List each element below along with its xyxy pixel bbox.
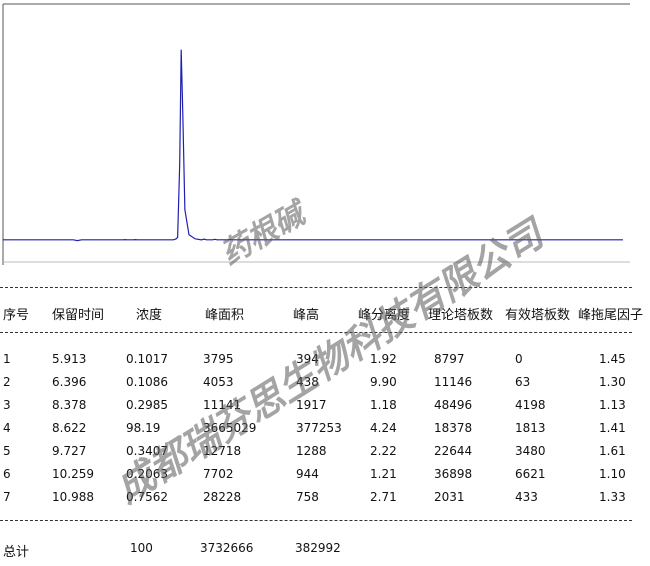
table-cell: 48496 [434,398,473,412]
total-cell: 3732666 [200,541,254,555]
table-cell: 7702 [203,467,234,481]
table-cell: 4198 [515,398,546,412]
table-cell: 11146 [434,375,473,389]
table-cell: 1 [3,352,11,366]
separator [0,332,632,333]
table-cell: 98.19 [126,421,161,435]
table-cell: 6 [3,467,11,481]
table-cell: 0.7562 [126,490,168,504]
table-cell: 28228 [203,490,242,504]
table-cell: 0.1017 [126,352,168,366]
table-cell: 9.90 [370,375,397,389]
table-cell: 4 [3,421,11,435]
separator [0,520,632,521]
column-header: 理论塔板数 [428,308,494,323]
table-cell: 0 [515,352,523,366]
table-cell: 3 [3,398,11,412]
table-cell: 5 [3,444,11,458]
total-cell: 总计 [3,545,30,560]
table-cell: 433 [515,490,538,504]
table-cell: 6621 [515,467,546,481]
total-cell: 100 [130,541,153,555]
table-cell: 12718 [203,444,242,458]
table-cell: 377253 [296,421,342,435]
table-cell: 758 [296,490,319,504]
table-cell: 1.92 [370,352,397,366]
column-header: 浓度 [136,308,163,323]
table-cell: 3480 [515,444,546,458]
table-cell: 1813 [515,421,546,435]
table-cell: 5.913 [52,352,87,366]
table-cell: 1.33 [599,490,626,504]
table-cell: 8797 [434,352,465,366]
table-cell: 36898 [434,467,473,481]
chromatogram [2,3,630,265]
table-cell: 2.22 [370,444,397,458]
table-cell: 8.622 [52,421,87,435]
table-cell: 6.396 [52,375,87,389]
table-cell: 3665029 [203,421,257,435]
column-header: 保留时间 [52,308,105,323]
table-cell: 1.30 [599,375,626,389]
table-cell: 0.2063 [126,467,168,481]
table-cell: 394 [296,352,319,366]
separator [0,287,632,288]
column-header: 峰高 [293,308,320,323]
table-cell: 1288 [296,444,327,458]
table-cell: 438 [296,375,319,389]
column-header: 峰拖尾因子 [578,308,644,323]
table-cell: 3795 [203,352,234,366]
column-header: 峰分离度 [358,308,411,323]
table-cell: 2 [3,375,11,389]
table-cell: 1.45 [599,352,626,366]
column-header: 序号 [3,308,30,323]
table-cell: 2.71 [370,490,397,504]
table-cell: 2031 [434,490,465,504]
table-cell: 4053 [203,375,234,389]
table-cell: 22644 [434,444,473,458]
table-cell: 7 [3,490,11,504]
table-cell: 1.21 [370,467,397,481]
trace [3,49,623,242]
table-cell: 10.259 [52,467,94,481]
table-cell: 63 [515,375,531,389]
table-cell: 4.24 [370,421,397,435]
table-cell: 1.18 [370,398,397,412]
total-cell: 382992 [295,541,341,555]
table-cell: 0.1086 [126,375,168,389]
column-header: 有效塔板数 [505,308,571,323]
table-cell: 9.727 [52,444,87,458]
table-cell: 1.41 [599,421,626,435]
table-cell: 0.2985 [126,398,168,412]
table-cell: 1.10 [599,467,626,481]
table-cell: 1917 [296,398,327,412]
table-cell: 0.3407 [126,444,168,458]
table-cell: 18378 [434,421,473,435]
table-cell: 1.13 [599,398,626,412]
table-cell: 8.378 [52,398,87,412]
table-cell: 11141 [203,398,242,412]
column-header: 峰面积 [205,308,245,323]
table-cell: 10.988 [52,490,94,504]
table-cell: 1.61 [599,444,626,458]
table-cell: 944 [296,467,319,481]
